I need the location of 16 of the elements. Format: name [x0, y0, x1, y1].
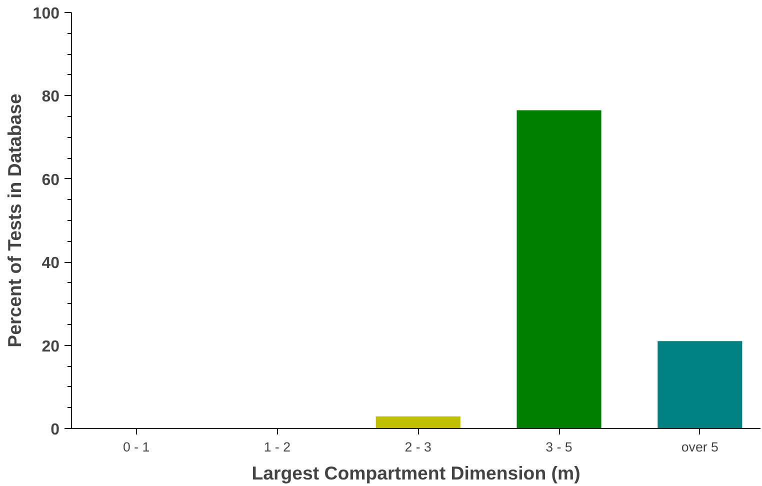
bar [658, 341, 742, 428]
y-tick-label: 40 [42, 255, 60, 272]
y-tick-label: 20 [42, 338, 60, 356]
x-tick-label: 3 - 5 [546, 440, 572, 454]
bar [376, 416, 460, 428]
y-tick-label: 80 [42, 88, 60, 106]
bar [516, 110, 602, 428]
y-axis-title: Percent of Tests in Database [4, 94, 25, 348]
y-tick-label: 60 [42, 172, 60, 189]
x-axis-title: Largest Compartment Dimension (m) [252, 462, 580, 484]
x-tick-label: 0 - 1 [122, 440, 150, 454]
y-tick-label: 100 [32, 6, 60, 22]
x-tick-label: 2 - 3 [404, 440, 432, 454]
x-tick-label: over 5 [681, 440, 718, 454]
y-tick-label: 0 [50, 422, 60, 438]
x-tick-label: 1 - 2 [264, 440, 291, 454]
